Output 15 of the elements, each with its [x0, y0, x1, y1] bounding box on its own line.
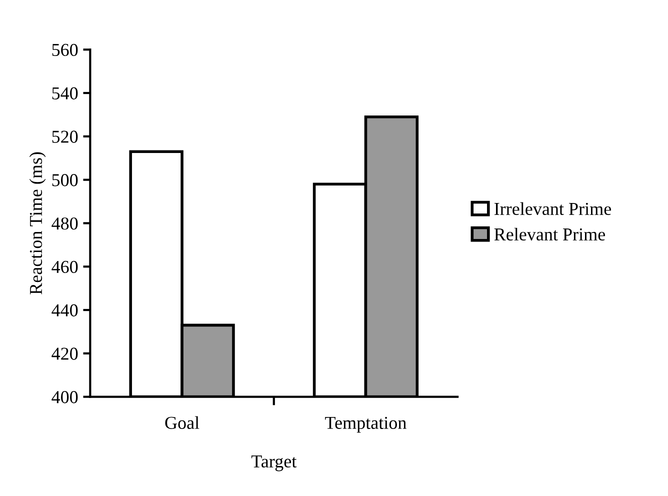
y-tick-label: 400	[52, 391, 78, 404]
y-tick-label: 460	[52, 260, 78, 274]
y-tick-label: 500	[52, 174, 78, 186]
y-tick-label: 440	[52, 304, 78, 316]
x-tick-label: Temptation	[325, 416, 406, 433]
x-tick-label: Goal	[165, 416, 200, 429]
legend-label: Relevant Prime	[494, 228, 606, 241]
y-tick-label: 480	[52, 217, 78, 230]
x-axis-title: Target	[251, 455, 297, 472]
y-tick-label: 560	[52, 44, 78, 56]
y-axis-title: Reaction Time (ms)	[29, 152, 46, 294]
y-tick-label: 420	[52, 348, 78, 360]
legend-label: Irrelevant Prime	[494, 202, 611, 216]
y-tick-label: 520	[52, 130, 78, 143]
y-tick-label: 540	[52, 87, 78, 100]
